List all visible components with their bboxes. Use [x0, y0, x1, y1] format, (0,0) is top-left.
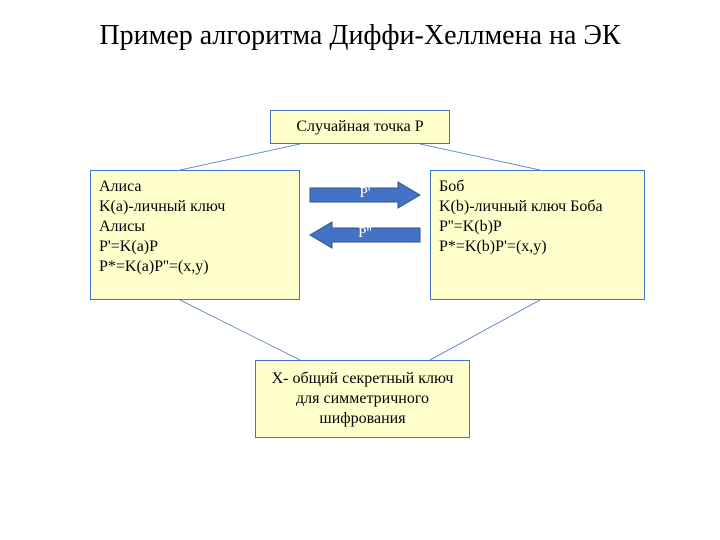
arrow-backward-label: P''	[335, 225, 395, 242]
box-alice: Алиса K(a)-личный ключ Алисы P'=K(a)P P*…	[90, 170, 300, 300]
box-shared-key: X- общий секретный ключ для симметричног…	[255, 360, 470, 438]
arrow-forward-label: P'	[335, 185, 395, 202]
box-random-point: Случайная точка P	[270, 110, 450, 144]
box-bob: Боб K(b)-личный ключ Боба P''=K(b)P P*=K…	[430, 170, 645, 300]
box-random-point-text: Случайная точка P	[296, 117, 423, 137]
box-alice-text: Алиса K(a)-личный ключ Алисы P'=K(a)P P*…	[99, 177, 291, 277]
box-shared-key-text: X- общий секретный ключ для симметричног…	[264, 369, 461, 429]
box-bob-text: Боб K(b)-личный ключ Боба P''=K(b)P P*=K…	[439, 177, 636, 257]
page-title: Пример алгоритма Диффи-Хеллмена на ЭК	[0, 20, 720, 52]
